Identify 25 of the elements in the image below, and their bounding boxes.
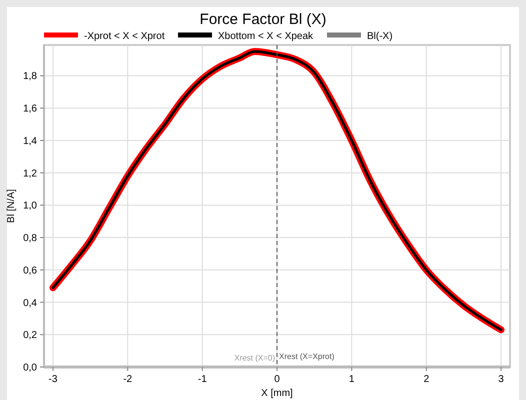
x-tick-label: -2 [123,374,133,385]
ref-line-label: Xrest (X=Xprot) [279,352,335,361]
y-tick-label: 1,6 [23,104,38,115]
y-tick-label: 0,2 [23,330,38,342]
x-tick-label: 3 [498,374,504,385]
y-tick-label: 1,0 [23,200,38,212]
x-tick-label: -3 [48,374,58,385]
y-tick-label: 1,8 [23,71,38,82]
annotation: Xrest (X=0) [234,353,276,362]
x-tick-label: 1 [348,374,355,385]
y-tick-label: 0,4 [23,298,38,309]
y-tick-label: 1,2 [23,168,38,180]
x-tick-label: 2 [424,374,430,385]
y-tick-label: 0,8 [23,233,38,244]
x-axis-title: X [mm] [261,388,294,399]
x-tick-label: -1 [198,374,208,385]
y-tick-label: 0,6 [23,265,38,276]
chart-title: Force Factor Bl (X) [200,11,326,28]
y-tick-label: 0,0 [23,362,38,374]
legend-label: -Xprot < X < Xprot [84,31,165,42]
x-tick-label: 0 [274,374,280,385]
legend-label: Xbottom < X < Xpeak [218,31,314,42]
legend-label: Bl(-X) [367,31,393,42]
y-tick-label: 1,4 [23,136,38,147]
y-axis-title: Bl [N/A] [6,188,17,223]
